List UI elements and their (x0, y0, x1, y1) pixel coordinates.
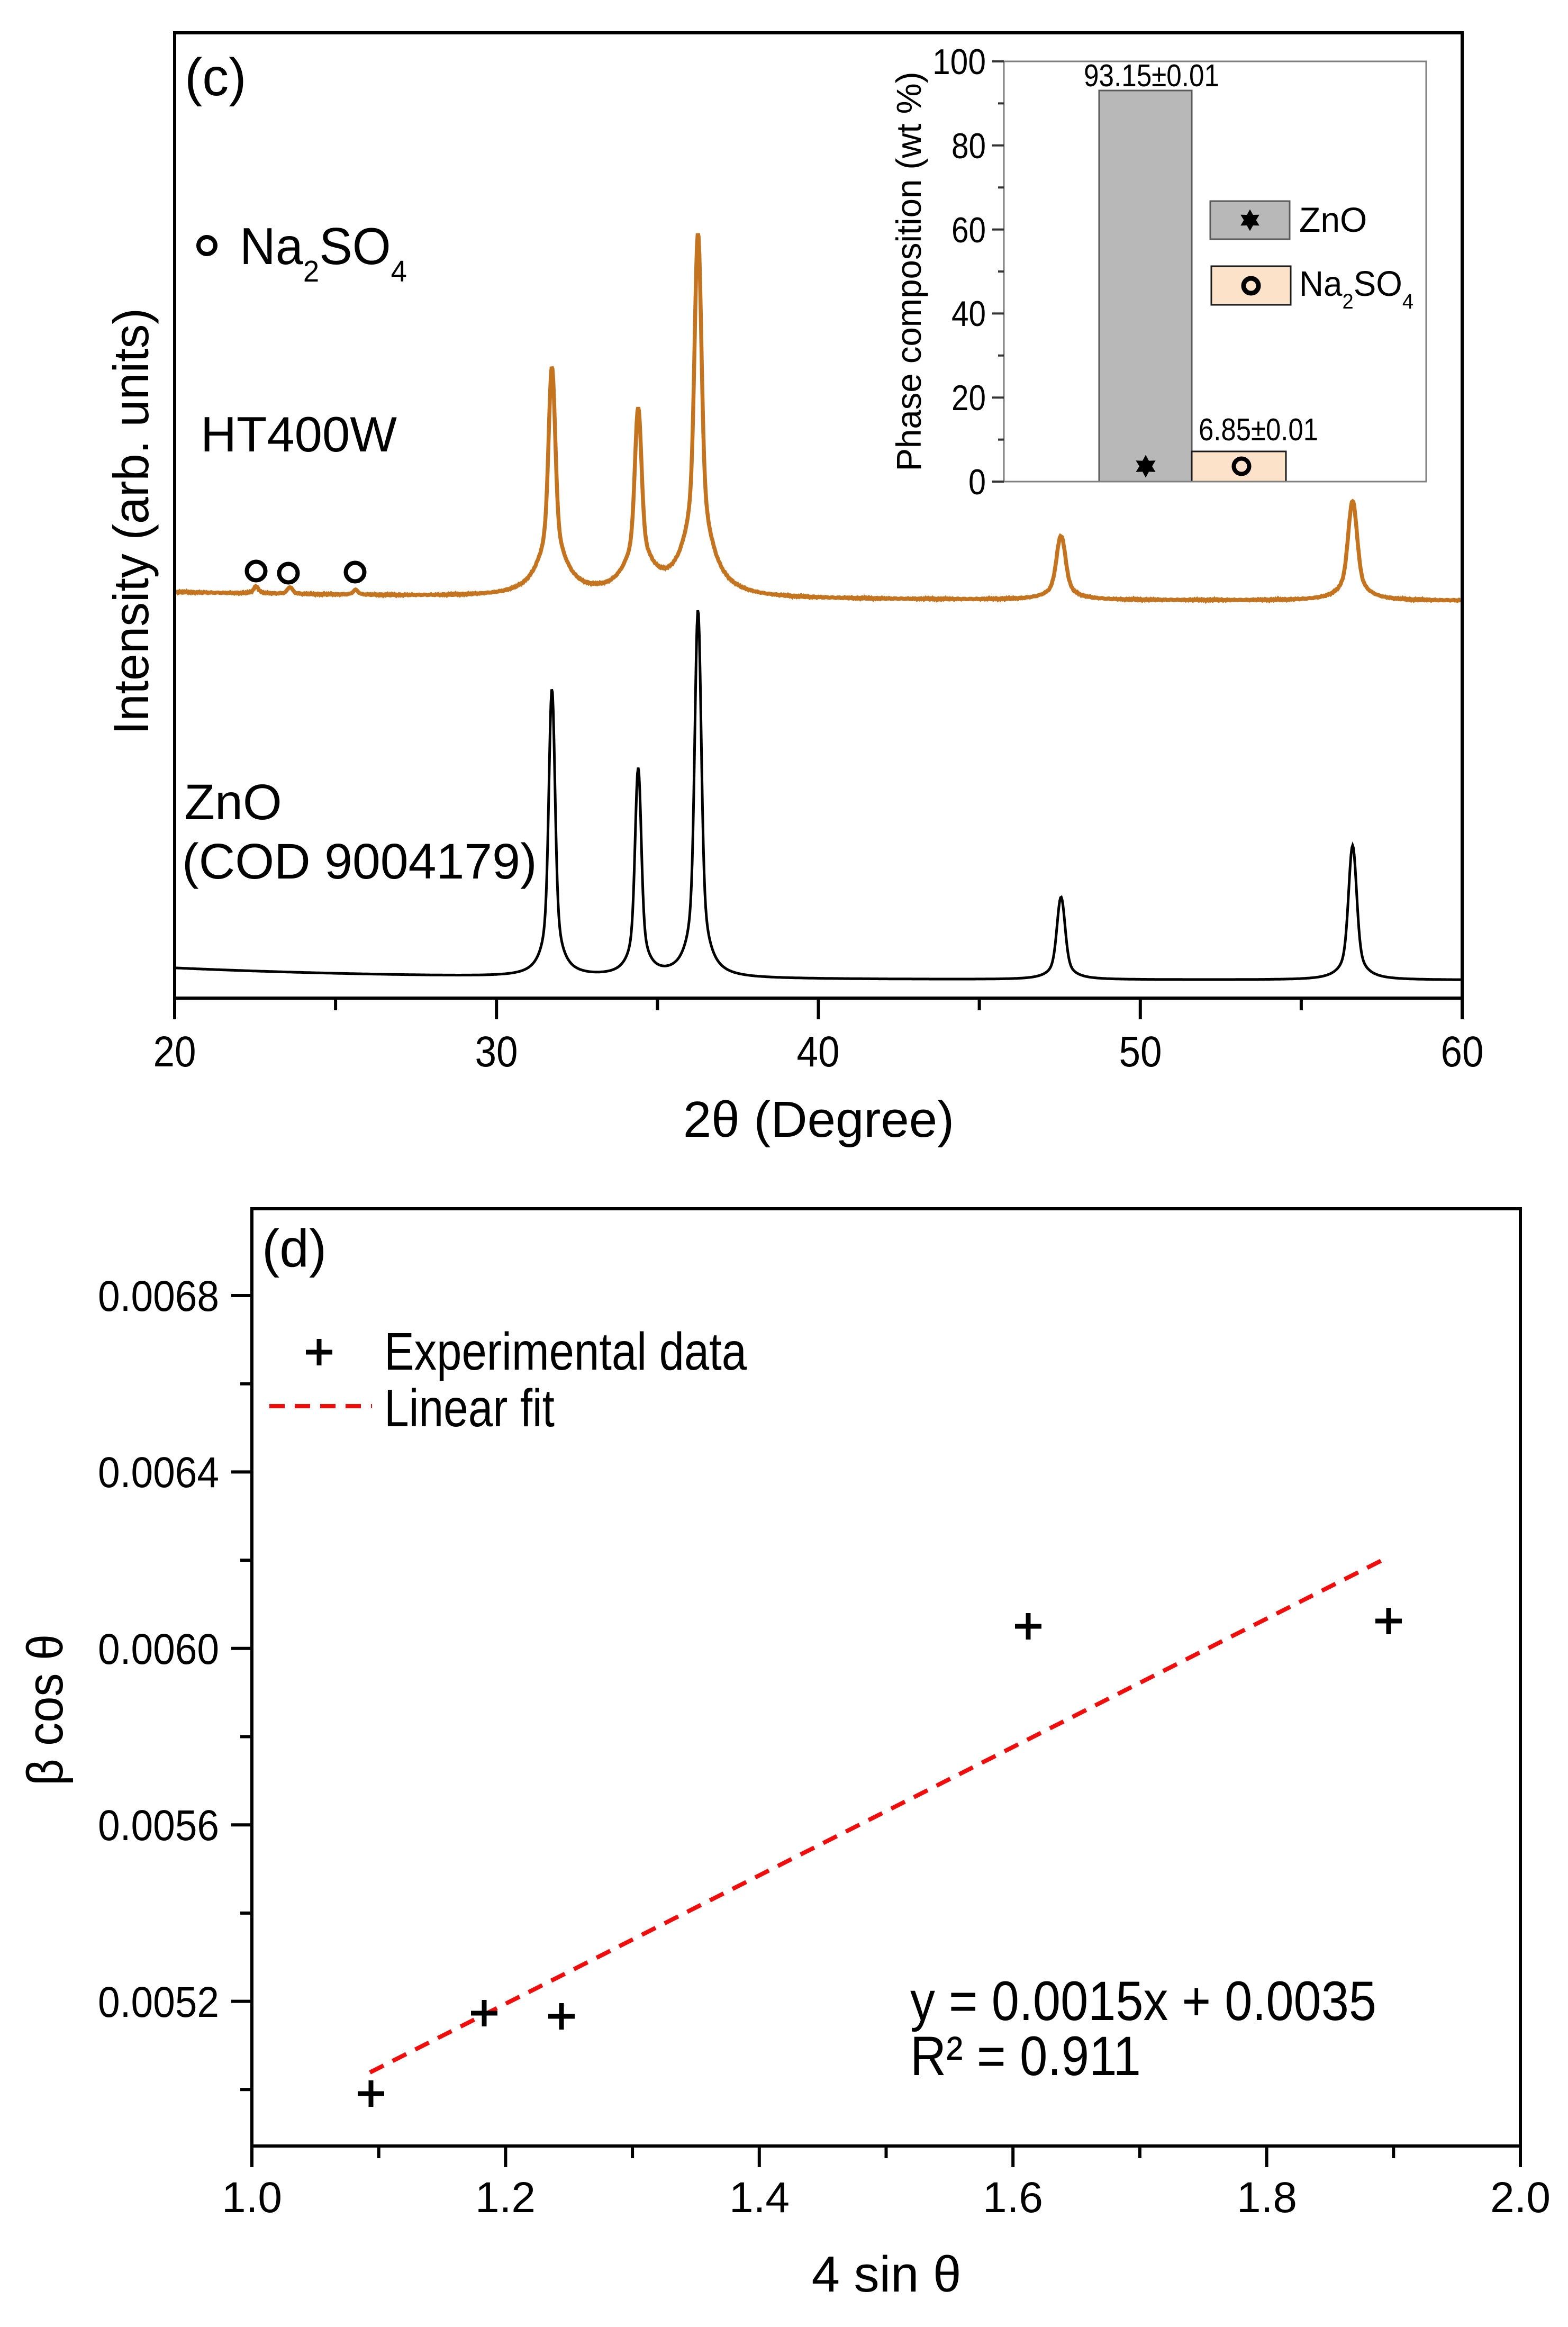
svg-text:β cos θ: β cos θ (17, 1634, 74, 1786)
svg-text:R² = 0.911: R² = 0.911 (910, 2025, 1141, 2087)
svg-text:60: 60 (951, 210, 986, 250)
svg-text:4 sin θ: 4 sin θ (812, 2246, 962, 2303)
svg-text:0.0052: 0.0052 (98, 1978, 219, 2026)
svg-text:40: 40 (797, 1028, 840, 1076)
svg-text:Linear fit: Linear fit (384, 1379, 555, 1438)
svg-text:y = 0.0015x + 0.0035: y = 0.0015x + 0.0035 (910, 1970, 1376, 2032)
svg-text:2.0: 2.0 (1490, 2174, 1551, 2222)
svg-text:0.0060: 0.0060 (98, 1625, 219, 1673)
svg-text:1.4: 1.4 (729, 2174, 790, 2222)
svg-text:0: 0 (968, 462, 986, 502)
svg-text:0.0056: 0.0056 (98, 1801, 219, 1850)
svg-text:1.2: 1.2 (475, 2174, 536, 2222)
svg-text:6.85±0.01: 6.85±0.01 (1199, 412, 1318, 447)
svg-text:ZnO: ZnO (184, 774, 282, 830)
svg-text:0.0068: 0.0068 (98, 1272, 219, 1320)
svg-text:Phase composition (wt %): Phase composition (wt %) (889, 72, 928, 472)
svg-text:50: 50 (1119, 1028, 1162, 1076)
svg-text:(COD 9004179): (COD 9004179) (182, 834, 537, 890)
svg-text:(d): (d) (262, 1219, 327, 1278)
svg-text:0.0064: 0.0064 (98, 1448, 219, 1497)
svg-text:100: 100 (932, 42, 986, 82)
svg-text:20: 20 (153, 1028, 196, 1076)
svg-text:20: 20 (951, 378, 986, 418)
svg-text:(c): (c) (185, 48, 247, 107)
svg-text:Experimental data: Experimental data (384, 1322, 747, 1381)
svg-text:1.0: 1.0 (222, 2174, 282, 2222)
svg-text:2θ (Degree): 2θ (Degree) (683, 1091, 954, 1148)
svg-text:30: 30 (475, 1028, 518, 1076)
svg-text:80: 80 (951, 126, 986, 166)
svg-text:60: 60 (1441, 1028, 1484, 1076)
svg-text:ZnO: ZnO (1299, 200, 1367, 239)
svg-text:Intensity (arb. units): Intensity (arb. units) (103, 308, 159, 735)
svg-text:HT400W: HT400W (201, 406, 397, 462)
svg-text:1.8: 1.8 (1237, 2174, 1297, 2222)
svg-text:1.6: 1.6 (983, 2174, 1043, 2222)
svg-text:40: 40 (951, 294, 986, 334)
svg-text:93.15±0.01: 93.15±0.01 (1084, 58, 1219, 93)
